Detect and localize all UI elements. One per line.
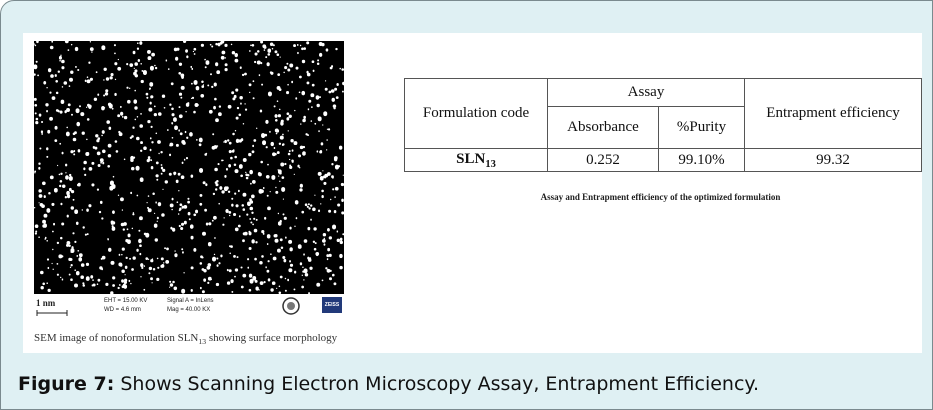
wd: WD = 4.6 mm — [104, 307, 141, 313]
figure-caption: Figure 7: Shows Scanning Electron Micros… — [18, 373, 759, 395]
figure-panel: 1 nm EHT = 15.00 KV WD = 4.6 mm Signal A… — [23, 33, 922, 353]
sem-particles — [34, 41, 344, 294]
code-subscript: 13 — [485, 159, 496, 170]
sem-info-bar: 1 nm EHT = 15.00 KV WD = 4.6 mm Signal A… — [34, 294, 344, 324]
figure-caption-text: Shows Scanning Electron Microscopy Assay… — [114, 373, 759, 395]
figure-frame: 1 nm EHT = 15.00 KV WD = 4.6 mm Signal A… — [0, 0, 933, 410]
cell: 99.10% — [659, 149, 745, 172]
table-caption: Assay and Entrapment efficiency of the o… — [404, 192, 917, 202]
eht: EHT = 15.00 KV — [104, 298, 147, 304]
cell: 0.252 — [548, 149, 659, 172]
cell: SLN13 — [405, 149, 548, 172]
caption-text: showing surface morphology — [206, 332, 337, 344]
emblem — [281, 296, 301, 316]
cell: 99.32 — [745, 149, 922, 172]
sem-caption: SEM image of nonoformulation SLN13 showi… — [34, 332, 337, 346]
signal: Signal A = InLens — [167, 298, 214, 304]
header-cell: Formulation code — [405, 79, 548, 149]
caption-text: SEM image of nonoformulation SLN — [34, 332, 198, 344]
header-cell: %Purity — [659, 107, 745, 149]
code: SLN — [456, 151, 485, 167]
caption-subscript: 13 — [198, 337, 206, 346]
header-cell: Entrapment efficiency — [745, 79, 922, 149]
scale-bar — [36, 309, 68, 317]
figure-label: Figure 7: — [18, 373, 114, 395]
assay-table: Formulation code Assay Entrapment effici… — [404, 78, 922, 172]
header-cell: Absorbance — [548, 107, 659, 149]
magnification: Mag = 40.00 KX — [167, 307, 210, 313]
sem-image — [34, 41, 344, 294]
zeiss-logo: ZEISS — [322, 297, 342, 313]
scale-label: 1 nm — [36, 298, 55, 308]
header-cell: Assay — [548, 79, 745, 107]
